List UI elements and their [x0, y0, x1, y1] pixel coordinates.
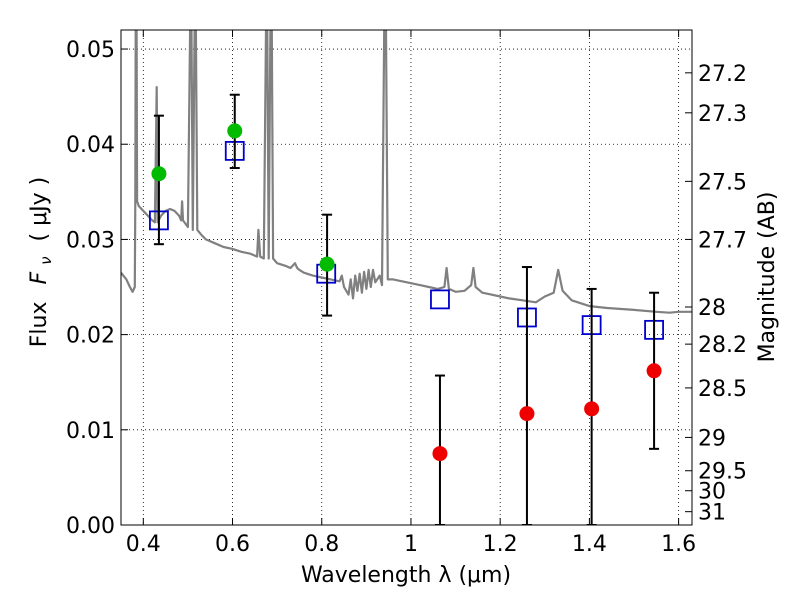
- y-axis-label-symbol: F: [27, 271, 52, 284]
- x-tick-label: 1: [404, 532, 418, 557]
- y-tick-label: 0.02: [66, 324, 115, 349]
- plot-data: [121, 30, 692, 525]
- plot-frame: [120, 29, 693, 526]
- grid-lines: [121, 30, 692, 526]
- observed-flux-point: [151, 166, 167, 182]
- observed-flux-point: [584, 401, 600, 417]
- x-tick-label: 1.2: [483, 532, 518, 557]
- x-axis-label: Wavelength λ (μm): [301, 563, 511, 588]
- y-tick-label: 0.03: [66, 228, 115, 253]
- y2-tick-label: 28.2: [698, 333, 747, 358]
- observed-flux-point: [319, 256, 335, 272]
- axis-ticks: 0.4 0.6 0.8 1 1.2 1.4 1.6 0.00 0.01 0.02 0.03 0.04 0…: [66, 30, 747, 557]
- y-tick-label: 0.00: [66, 514, 115, 539]
- y-axis-label: Flux F ν ( μJy ): [27, 177, 57, 347]
- secondary-y-axis-label: Magnitude (AB): [755, 192, 780, 363]
- model-flux-square: [430, 289, 450, 310]
- observed-flux-point: [432, 446, 448, 462]
- y2-tick-label: 27.3: [698, 102, 747, 127]
- y2-tick-label: 27.5: [698, 170, 747, 195]
- y2-tick-label: 27.2: [698, 62, 747, 87]
- y2-tick-label: 31: [698, 501, 726, 526]
- y-tick-label: 0.04: [66, 133, 115, 158]
- y2-tick-label: 27.7: [698, 228, 747, 253]
- observed-flux-point: [519, 406, 535, 422]
- y-axis-label-prefix: Flux: [27, 301, 52, 347]
- y2-tick-label: 28.5: [698, 377, 747, 402]
- x-tick-label: 0.6: [215, 532, 250, 557]
- model-spectrum-line: [121, 30, 692, 314]
- y2-tick-label: 28: [698, 296, 726, 321]
- y-tick-label: 0.01: [66, 419, 115, 444]
- y2-tick-label: 29: [698, 426, 726, 451]
- svg-text:Flux F ν: Flux F ν ( μJy ): [27, 177, 57, 347]
- x-tick-label: 1.4: [572, 532, 607, 557]
- x-tick-label: 0.4: [126, 532, 161, 557]
- x-tick-label: 0.8: [304, 532, 339, 557]
- y-tick-label: 0.05: [66, 38, 115, 63]
- y2-tick-label: 29.5: [698, 460, 747, 485]
- observed-flux-point: [227, 123, 243, 139]
- y2-tick-label: 30: [698, 480, 726, 505]
- y-axis-label-subscript: ν: [37, 256, 55, 264]
- y-axis-label-unit: ( μJy ): [27, 177, 52, 242]
- observed-flux-point: [646, 363, 662, 379]
- x-tick-label: 1.6: [661, 532, 696, 557]
